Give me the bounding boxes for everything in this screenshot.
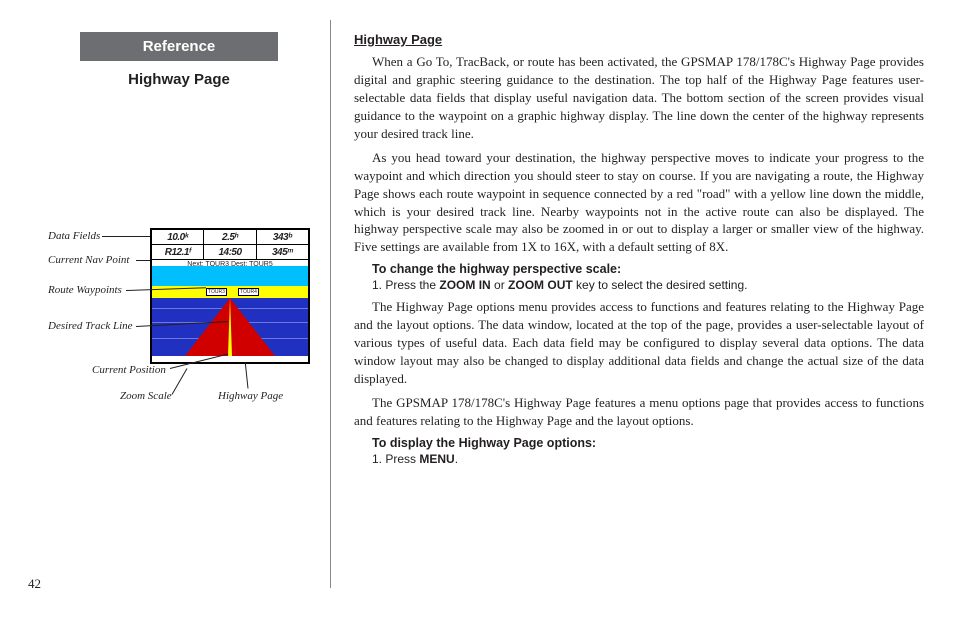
instr2-kw: MENU xyxy=(419,452,454,466)
gps-cell-speed: 10.0ᵏ xyxy=(152,230,204,244)
gps-waypoint-2: TOUR4 xyxy=(238,288,259,296)
instruction-step-2: 1. Press MENU. xyxy=(372,452,924,466)
instr2-prefix: 1. Press xyxy=(372,452,419,466)
callout-current-nav-point: Current Nav Point xyxy=(48,254,129,266)
gps-waypoint-1: TOUR3 xyxy=(206,288,227,296)
gps-screenshot: 10.0ᵏ 2.5ʰ 343ᵇ R12.1ᶠ 14:50 345ᵐ Next: … xyxy=(150,228,310,364)
instruction-heading-1: To change the highway perspective scale: xyxy=(372,262,924,276)
instr2-suffix: . xyxy=(455,452,458,466)
section-heading: Highway Page xyxy=(354,32,924,47)
body-paragraph-2: As you head toward your destination, the… xyxy=(354,149,924,257)
callout-highway-page: Highway Page xyxy=(218,390,283,402)
callout-current-position: Current Position xyxy=(92,364,166,376)
gps-centerline xyxy=(228,298,232,356)
instruction-step-1: 1. Press the ZOOM IN or ZOOM OUT key to … xyxy=(372,278,924,292)
callout-route-waypoints: Route Waypoints xyxy=(48,284,122,296)
gps-cell-r: R12.1ᶠ xyxy=(152,245,204,259)
instr1-kw2: ZOOM OUT xyxy=(508,278,573,292)
instr1-mid: or xyxy=(491,278,508,292)
callout-desired-track-line: Desired Track Line xyxy=(48,320,133,332)
gps-cell-brg: 343ᵇ xyxy=(257,230,308,244)
reference-band: Reference xyxy=(80,32,278,61)
figure-area: 10.0ᵏ 2.5ʰ 343ᵇ R12.1ᶠ 14:50 345ᵐ Next: … xyxy=(20,228,318,448)
instr1-suffix: key to select the desired setting. xyxy=(573,278,748,292)
gps-cell-eta: 14:50 xyxy=(204,245,256,259)
column-divider xyxy=(330,20,331,588)
callout-data-fields: Data Fields xyxy=(48,230,100,242)
instruction-heading-2: To display the Highway Page options: xyxy=(372,436,924,450)
body-paragraph-3: The Highway Page options menu provides a… xyxy=(354,298,924,388)
gps-ground xyxy=(152,298,308,356)
page-number: 42 xyxy=(28,576,41,592)
instr1-kw1: ZOOM IN xyxy=(439,278,490,292)
body-paragraph-4: The GPSMAP 178/178C's Highway Page featu… xyxy=(354,394,924,430)
instr1-prefix: 1. Press the xyxy=(372,278,439,292)
callout-zoom-scale: Zoom Scale xyxy=(120,390,172,402)
gps-sky: TOUR3 TOUR4 xyxy=(152,266,308,298)
reference-subtitle: Highway Page xyxy=(80,71,278,88)
gps-cell-time: 2.5ʰ xyxy=(204,230,256,244)
body-paragraph-1: When a Go To, TracBack, or route has bee… xyxy=(354,53,924,143)
gps-cell-hdg: 345ᵐ xyxy=(257,245,308,259)
